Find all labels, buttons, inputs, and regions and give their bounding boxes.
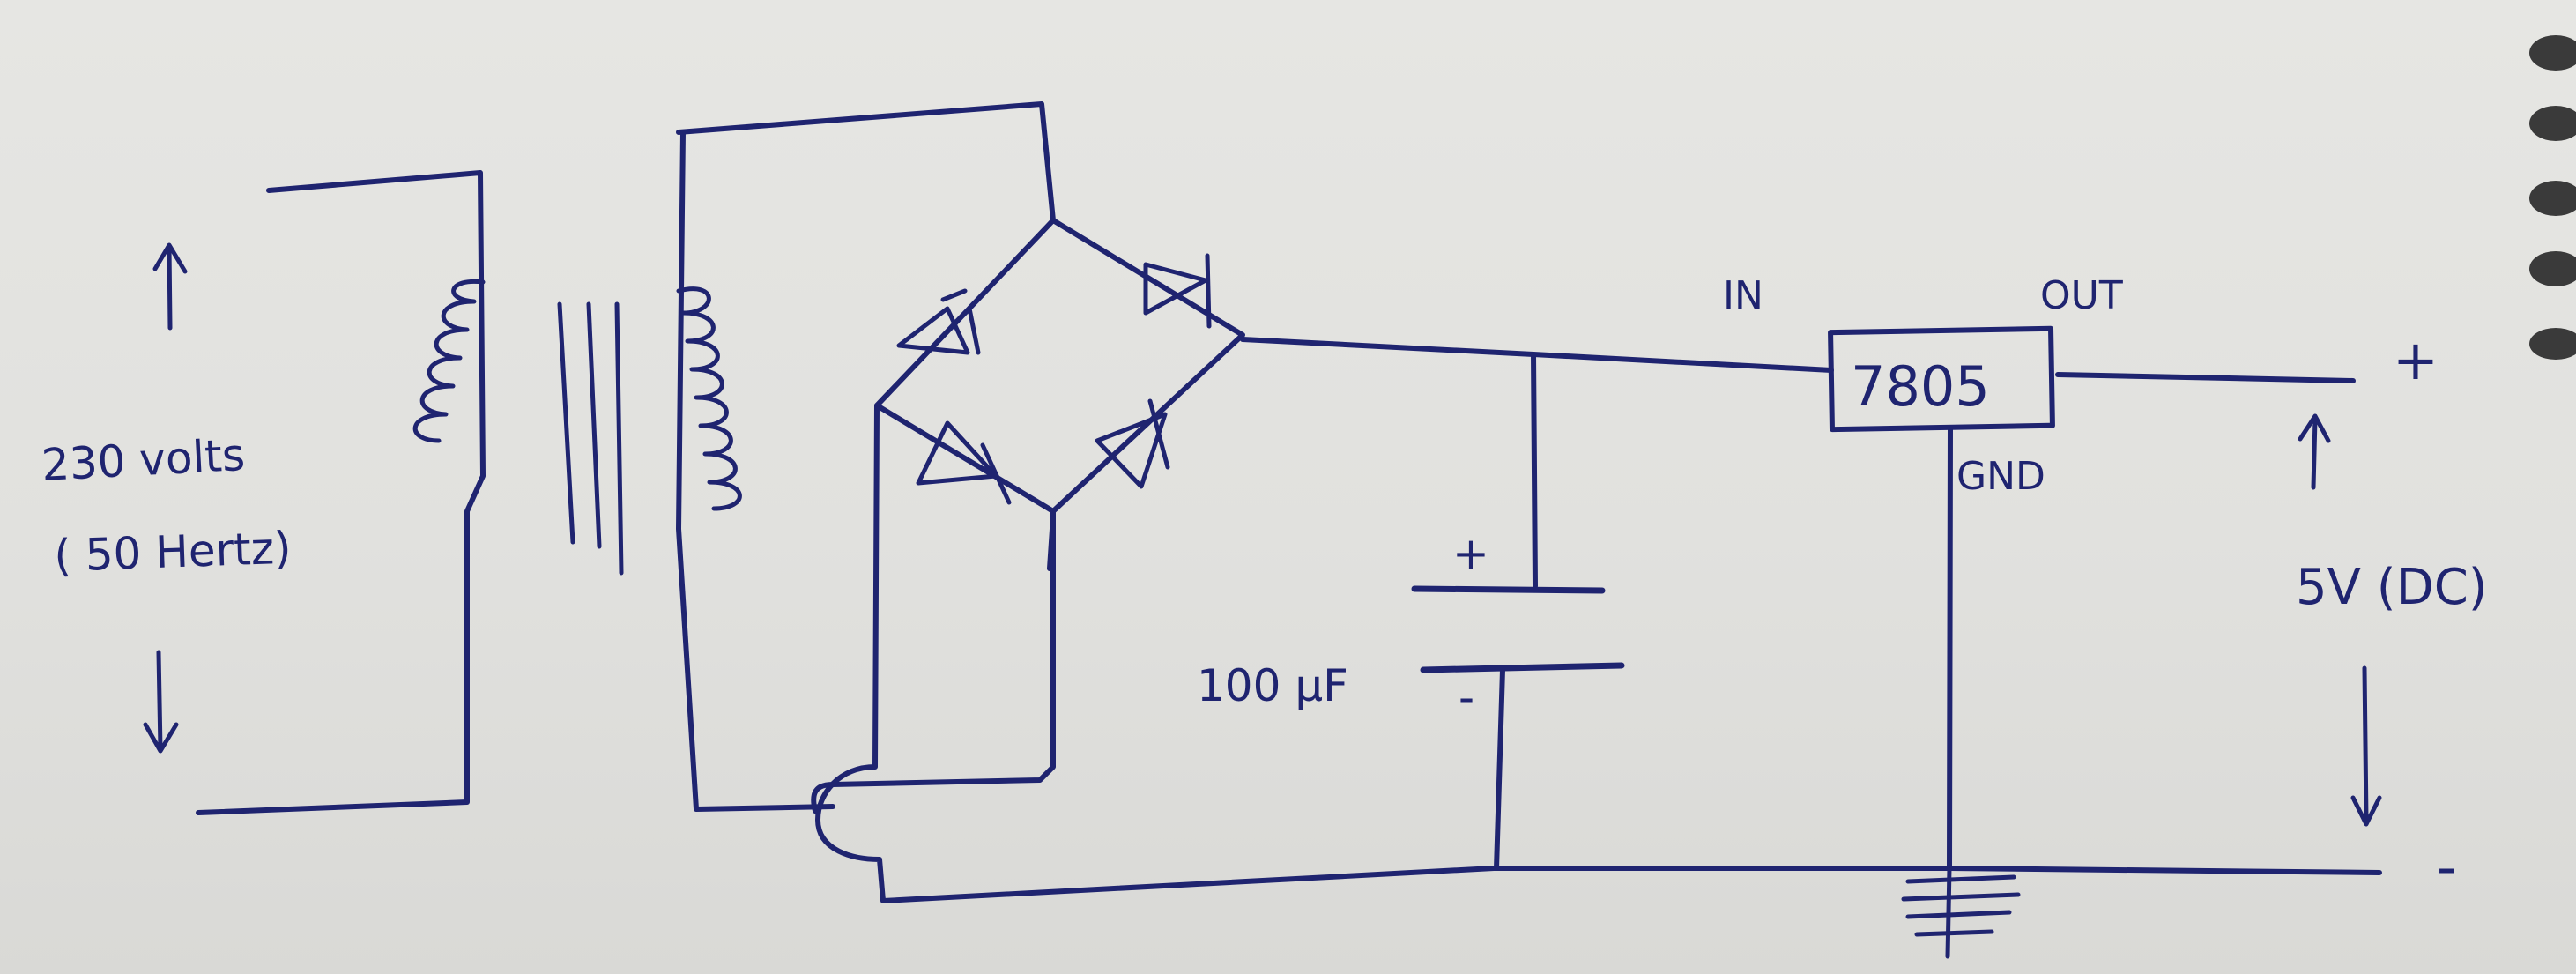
capacitor-plus-label: + <box>1452 528 1489 579</box>
spiral-binding <box>2529 35 2576 360</box>
input-voltage-label: 230 volts <box>41 429 247 491</box>
regulator-out-label: OUT <box>2040 273 2123 318</box>
regulator-gnd-label: GND <box>1956 454 2045 499</box>
output-voltage-arrows <box>2298 413 2382 827</box>
ground-rail <box>1491 866 2382 875</box>
regulator-7805 <box>1828 325 2356 871</box>
primary-circuit <box>196 170 486 815</box>
ground-icon <box>1901 866 2021 959</box>
regulator-in-label: IN <box>1723 273 1763 318</box>
secondary-circuit <box>676 101 1056 812</box>
bridge-wiring <box>811 403 1496 903</box>
bridge-rectifier <box>874 218 1245 514</box>
output-plus-label: + <box>2393 328 2439 392</box>
input-voltage-arrows <box>143 242 188 754</box>
capacitor-value-label: 100 μF <box>1197 660 1348 711</box>
diode-icon <box>1095 398 1170 489</box>
diode-icon <box>916 420 1012 505</box>
primary-coil <box>412 279 486 443</box>
diode-icon <box>896 288 981 355</box>
positive-rail <box>1240 337 1834 589</box>
capacitor-minus-label: - <box>1459 672 1474 723</box>
transformer-core <box>557 301 624 576</box>
regulator-part-label: 7805 <box>1851 354 1990 419</box>
output-voltage-label: 5V (DC) <box>2296 559 2488 616</box>
diode-icon <box>1143 253 1212 329</box>
input-frequency-label: ( 50 Hertz) <box>53 523 292 582</box>
capacitor <box>1411 585 1625 871</box>
output-minus-label: - <box>2437 835 2456 899</box>
secondary-coil <box>676 286 742 511</box>
